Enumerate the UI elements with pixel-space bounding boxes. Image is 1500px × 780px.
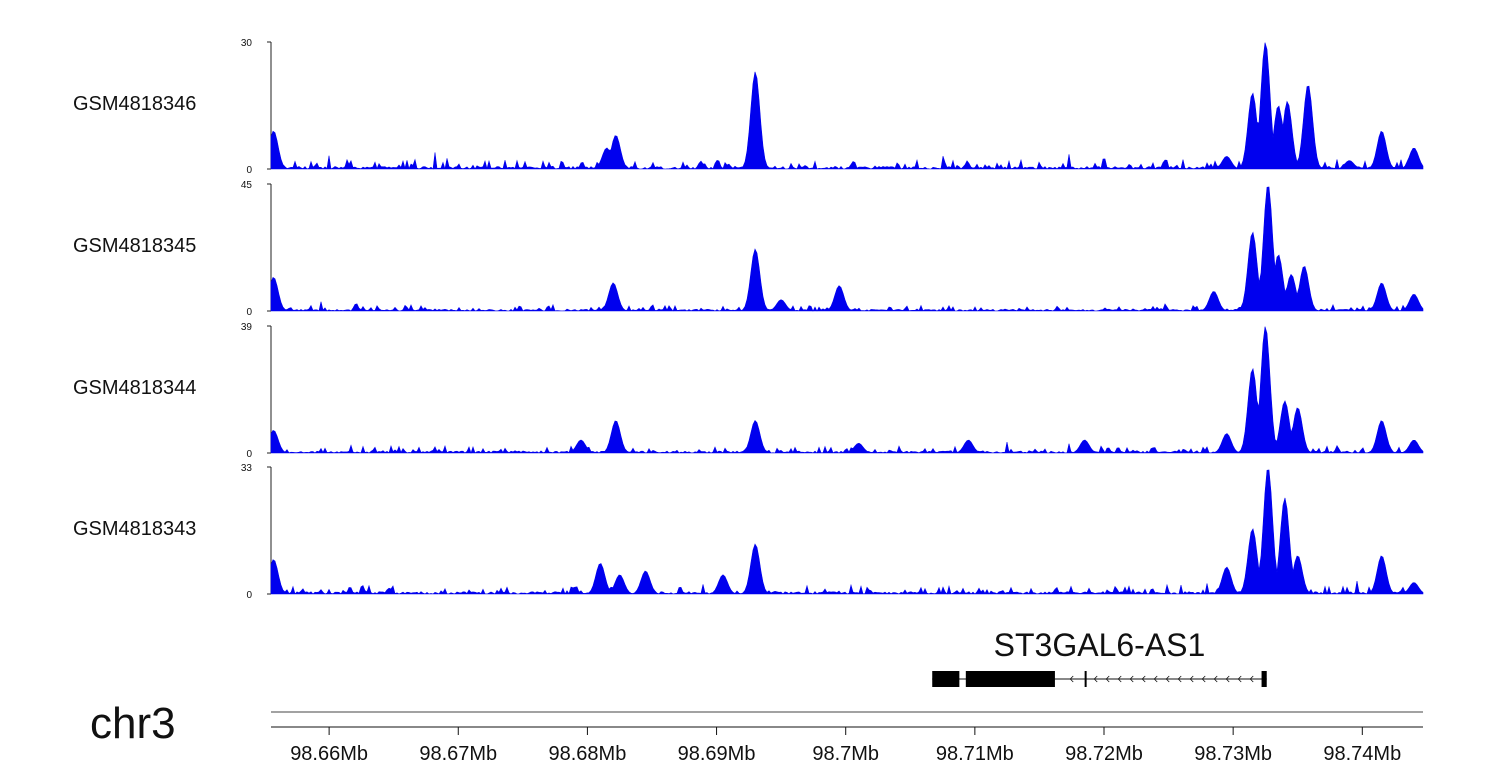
x-tick-label: 98.71Mb xyxy=(936,743,1014,765)
track-ymax-label: 33 xyxy=(241,463,253,474)
strand-arrow xyxy=(1177,675,1182,683)
strand-arrow xyxy=(1069,675,1074,683)
gene-exon xyxy=(1261,671,1267,687)
x-tick-label: 98.73Mb xyxy=(1194,743,1272,765)
x-tick-label: 98.66Mb xyxy=(290,743,368,765)
strand-arrow xyxy=(1165,675,1170,683)
track-name-label: GSM4818345 xyxy=(73,235,196,257)
strand-arrow xyxy=(1105,675,1110,683)
track-name-label: GSM4818343 xyxy=(73,518,196,540)
strand-arrow xyxy=(1249,675,1254,683)
track-name-label: GSM4818344 xyxy=(73,377,196,399)
x-tick-label: 98.7Mb xyxy=(812,743,879,765)
track-ymin-label: 0 xyxy=(246,449,252,460)
coverage-area xyxy=(270,42,1424,170)
strand-arrow xyxy=(1225,675,1230,683)
strand-arrow xyxy=(1093,675,1098,683)
track-GSM4818345: GSM4818345 45 0 xyxy=(73,180,1424,318)
x-tick-label: 98.72Mb xyxy=(1065,743,1143,765)
strand-arrow xyxy=(1117,675,1122,683)
track-ymin-label: 0 xyxy=(246,307,252,318)
coverage-tracks: GSM4818346300GSM4818345450GSM4818344390G… xyxy=(73,38,1424,601)
genome-axis: chr3 98.66Mb 98.67Mb 98.68Mb 98.69Mb 98.7Mb 9… xyxy=(90,699,1423,765)
gene-exon xyxy=(965,671,1055,687)
strand-arrow xyxy=(1189,675,1194,683)
x-tick-label: 98.74Mb xyxy=(1323,743,1401,765)
x-tick-label: 98.68Mb xyxy=(548,743,626,765)
x-tick-label: 98.67Mb xyxy=(419,743,497,765)
strand-arrow xyxy=(1129,675,1134,683)
gene-annotation-track: ST3GAL6-AS1 xyxy=(932,627,1267,687)
gene-name-label: ST3GAL6-AS1 xyxy=(994,627,1206,663)
track-ymax-label: 30 xyxy=(241,38,253,49)
track-ymin-label: 0 xyxy=(246,165,252,176)
track-ymax-label: 45 xyxy=(241,180,253,191)
track-ymax-label: 39 xyxy=(241,322,253,333)
track-GSM4818346: GSM4818346 30 0 xyxy=(73,38,1424,176)
coverage-area xyxy=(270,186,1424,312)
strand-arrow xyxy=(1201,675,1206,683)
track-ymin-label: 0 xyxy=(246,590,252,601)
coverage-area xyxy=(270,469,1424,595)
track-GSM4818343: GSM4818343 33 0 xyxy=(73,463,1424,601)
gene-exon xyxy=(932,671,960,687)
track-GSM4818344: GSM4818344 39 0 xyxy=(73,322,1424,460)
strand-arrow xyxy=(1153,675,1158,683)
x-tick-label: 98.69Mb xyxy=(678,743,756,765)
coverage-area xyxy=(270,326,1424,454)
strand-arrow xyxy=(1141,675,1146,683)
chromosome-label: chr3 xyxy=(90,699,176,748)
strand-arrow xyxy=(1213,675,1218,683)
track-name-label: GSM4818346 xyxy=(73,93,196,115)
gene-exon xyxy=(1084,671,1087,687)
strand-arrow xyxy=(1237,675,1242,683)
